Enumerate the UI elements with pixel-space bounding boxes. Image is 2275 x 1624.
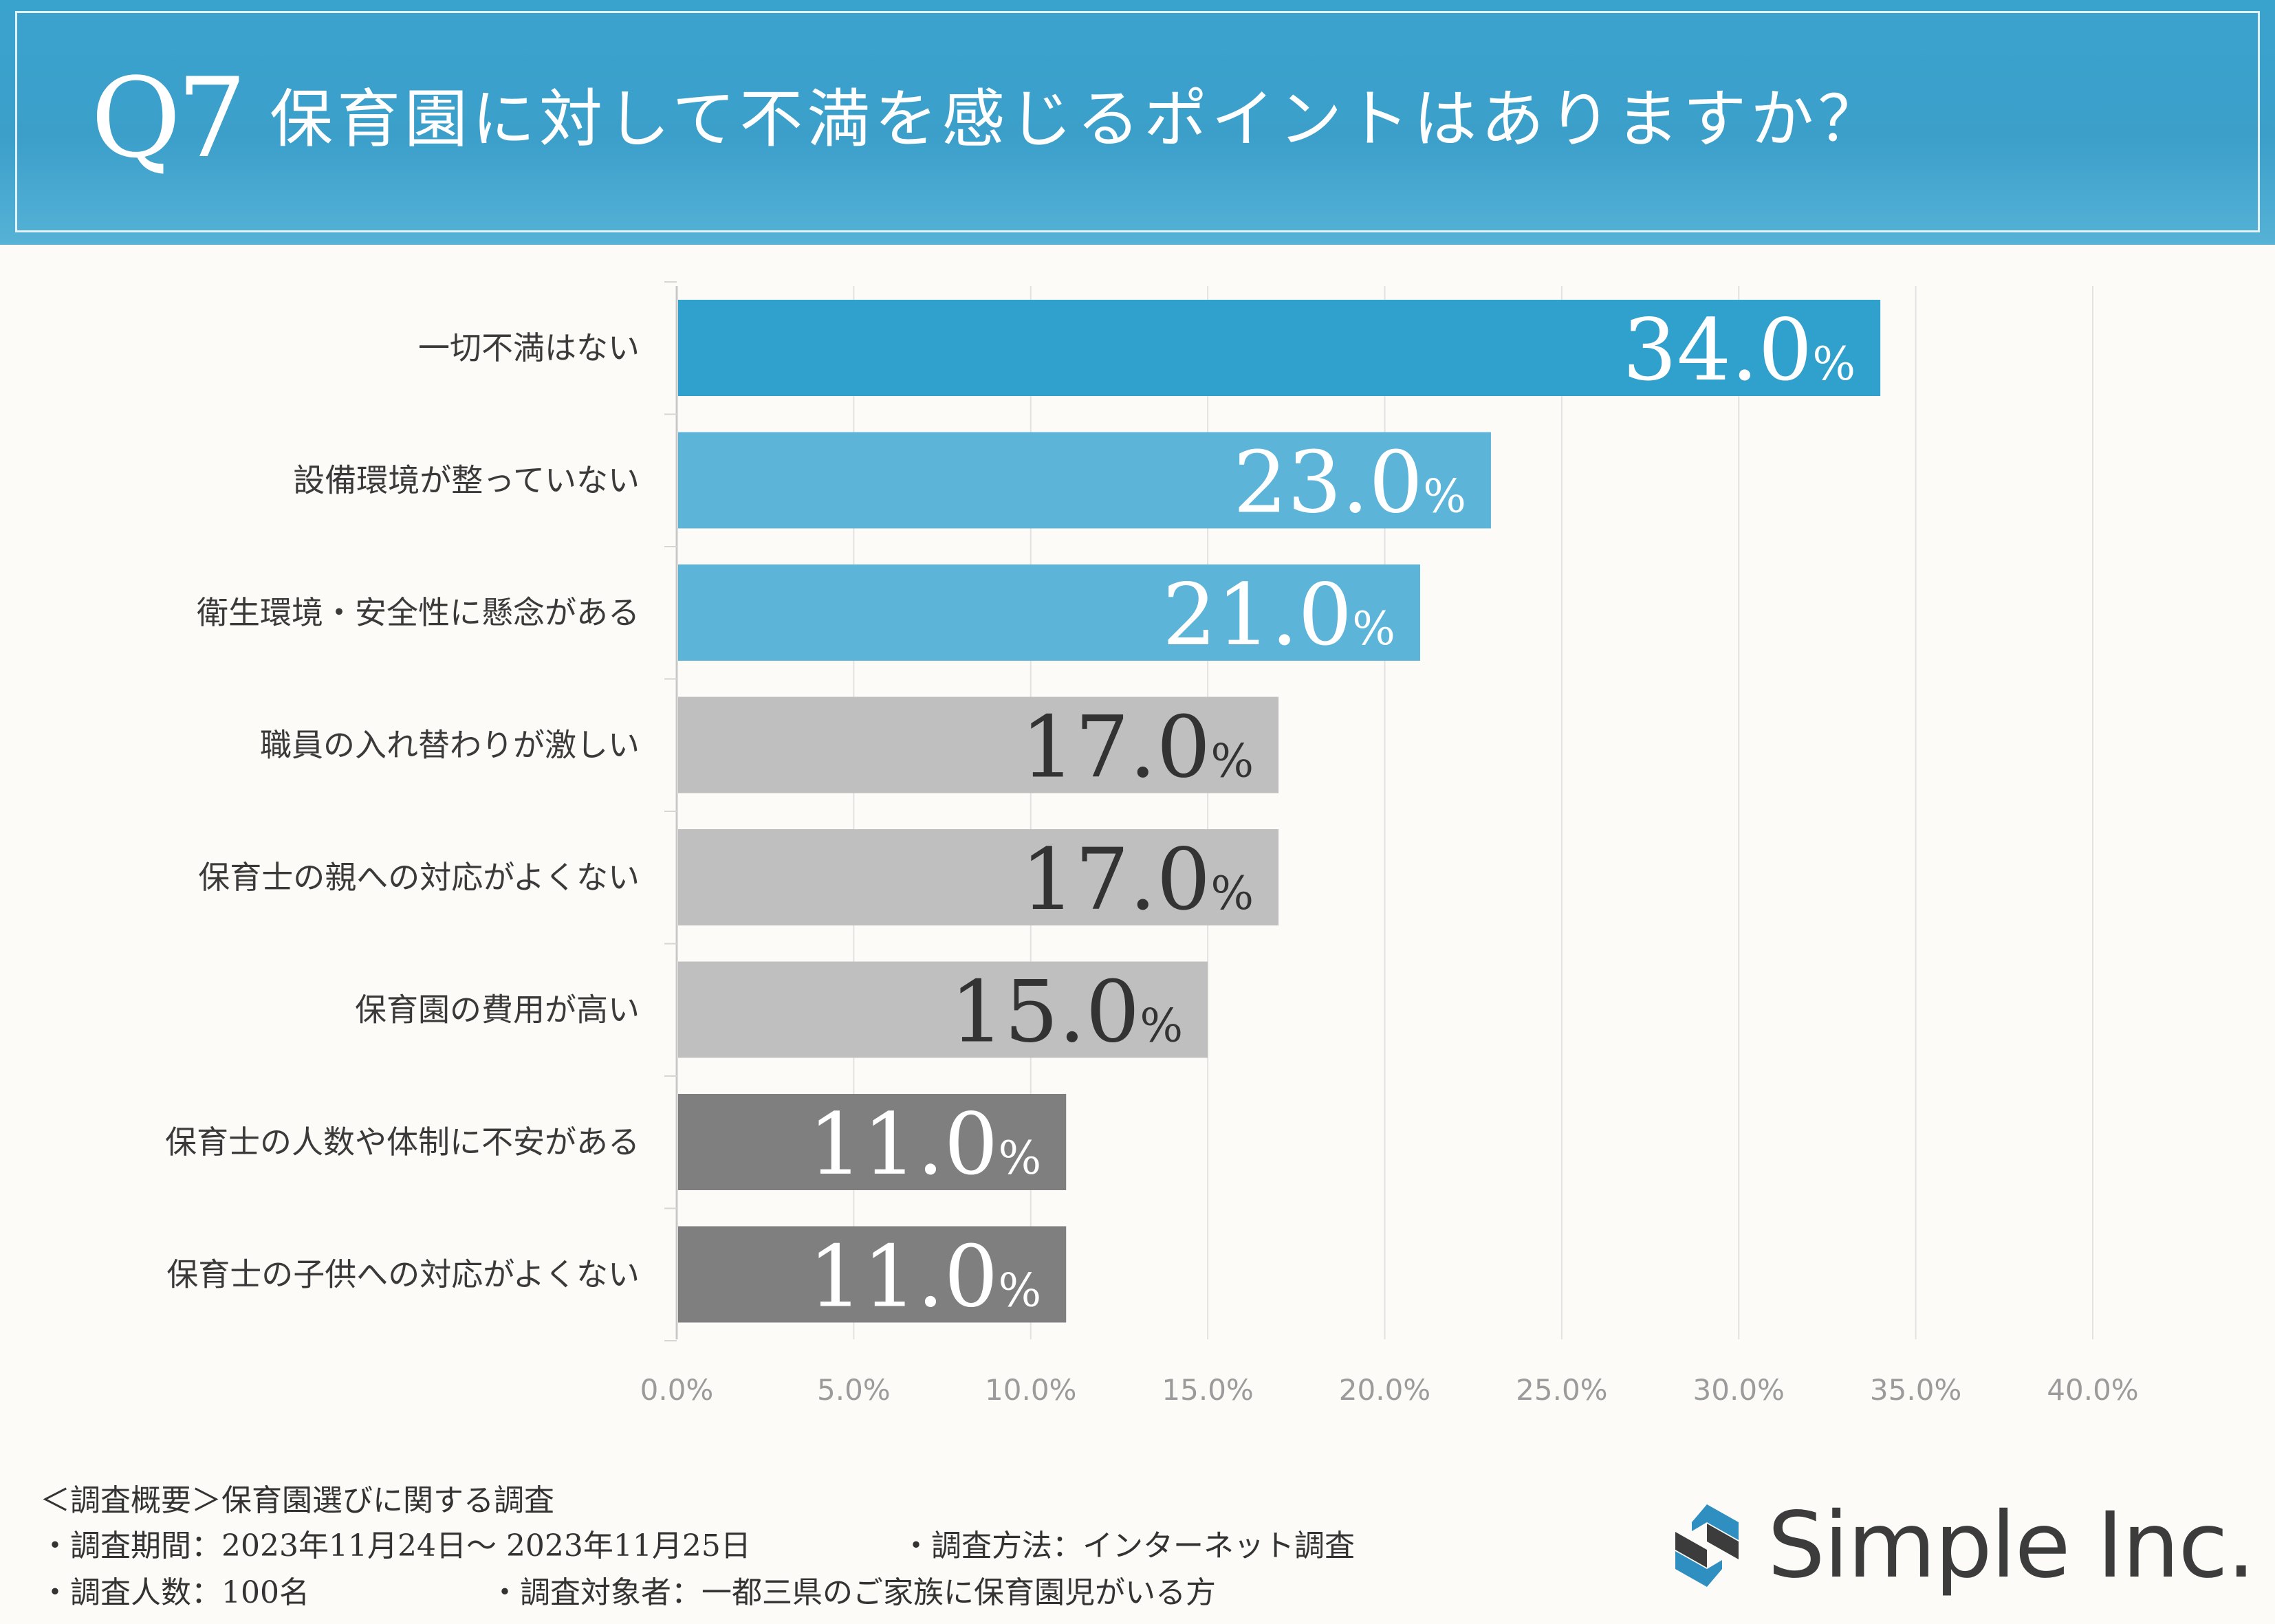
- value-number: 17.0: [1021, 831, 1210, 930]
- category-label: 保育園の費用が高い: [355, 991, 640, 1029]
- value-label: 17.0%: [1021, 831, 1254, 930]
- x-tick-label: 5.0%: [817, 1373, 891, 1407]
- value-percent-sign: %: [1210, 867, 1254, 920]
- value-label: 11.0%: [808, 1228, 1041, 1327]
- value-label: 34.0%: [1622, 301, 1855, 400]
- x-tick-label: 35.0%: [1870, 1373, 1961, 1407]
- x-tick-label: 20.0%: [1339, 1373, 1430, 1407]
- value-number: 17.0: [1021, 699, 1210, 798]
- value-percent-sign: %: [1210, 735, 1254, 788]
- label-layer: 0.0% 5.0% 10.0% 15.0% 20.0% 25.0% 30.0% 35.0% 40…: [165, 301, 2139, 1407]
- bar: [678, 564, 1420, 661]
- value-percent-sign: %: [1140, 1000, 1183, 1053]
- value-percent-sign: %: [1423, 470, 1466, 523]
- category-label: 一切不満はない: [418, 329, 640, 366]
- survey-summary-title: ＜調査概要＞保育園選びに関する調査: [40, 1483, 554, 1518]
- bar-layer: [678, 300, 1881, 1323]
- question-title: 保育園に対して不満を感じるポイントはありますか？: [270, 83, 1886, 156]
- value-number: 11.0: [808, 1095, 998, 1194]
- brand-logo: Simple Inc.: [1659, 1496, 2256, 1599]
- category-label: 職員の入れ替わりが激しい: [260, 727, 640, 764]
- survey-count: ・調査人数：100名: [40, 1575, 309, 1610]
- value-number: 34.0: [1622, 301, 1812, 400]
- bar-chart: 0.0% 5.0% 10.0% 15.0% 20.0% 25.0% 30.0% 35.0% 40…: [165, 281, 2139, 1407]
- x-tick-label: 30.0%: [1693, 1373, 1785, 1407]
- value-label: 15.0%: [950, 963, 1183, 1062]
- bar: [678, 432, 1491, 529]
- survey-period: ・調査期間：2023年11月24日～ 2023年11月25日: [40, 1528, 751, 1563]
- bar: [678, 696, 1279, 793]
- value-percent-sign: %: [999, 1132, 1042, 1185]
- value-label: 23.0%: [1233, 434, 1466, 533]
- value-number: 23.0: [1233, 434, 1423, 533]
- survey-target: ・調査対象者：一都三県のご家族に保育園児がいる方: [490, 1575, 1216, 1610]
- question-number: Q7: [91, 54, 247, 182]
- value-label: 21.0%: [1162, 566, 1395, 665]
- bar: [678, 961, 1208, 1058]
- category-label: 設備環境が整っていない: [293, 462, 640, 499]
- category-label: 衛生環境・安全性に懸念がある: [197, 594, 640, 631]
- bar: [678, 1094, 1067, 1190]
- header-banner: Q7 保育園に対して不満を感じるポイントはありますか？: [0, 0, 2275, 245]
- value-label: 17.0%: [1021, 699, 1254, 798]
- category-label: 保育士の人数や体制に不安がある: [165, 1123, 640, 1161]
- bar: [678, 829, 1279, 925]
- category-label: 保育士の子供への対応がよくない: [166, 1256, 640, 1293]
- value-label: 11.0%: [808, 1095, 1041, 1194]
- survey-method: ・調査方法：インターネット調査: [901, 1528, 1355, 1563]
- x-tick-label: 10.0%: [985, 1373, 1076, 1407]
- category-label: 保育士の親への対応がよくない: [198, 859, 640, 896]
- brand-name: Simple Inc.: [1767, 1493, 2256, 1599]
- header-frame: [15, 11, 2260, 232]
- simple-logo-icon: [1675, 1504, 1739, 1587]
- x-tick-label: 25.0%: [1516, 1373, 1607, 1407]
- value-number: 11.0: [808, 1228, 998, 1327]
- bar: [678, 300, 1881, 396]
- bar: [678, 1226, 1067, 1323]
- survey-summary: ＜調査概要＞保育園選びに関する調査 ・調査期間：2023年11月24日～ 202…: [0, 1444, 1513, 1624]
- x-tick-label: 40.0%: [2047, 1373, 2138, 1407]
- x-tick-label: 0.0%: [640, 1373, 714, 1407]
- value-percent-sign: %: [999, 1264, 1042, 1317]
- value-number: 21.0: [1162, 566, 1352, 665]
- x-tick-label: 15.0%: [1162, 1373, 1253, 1407]
- value-number: 15.0: [950, 963, 1140, 1062]
- value-percent-sign: %: [1352, 602, 1395, 655]
- value-percent-sign: %: [1812, 338, 1855, 391]
